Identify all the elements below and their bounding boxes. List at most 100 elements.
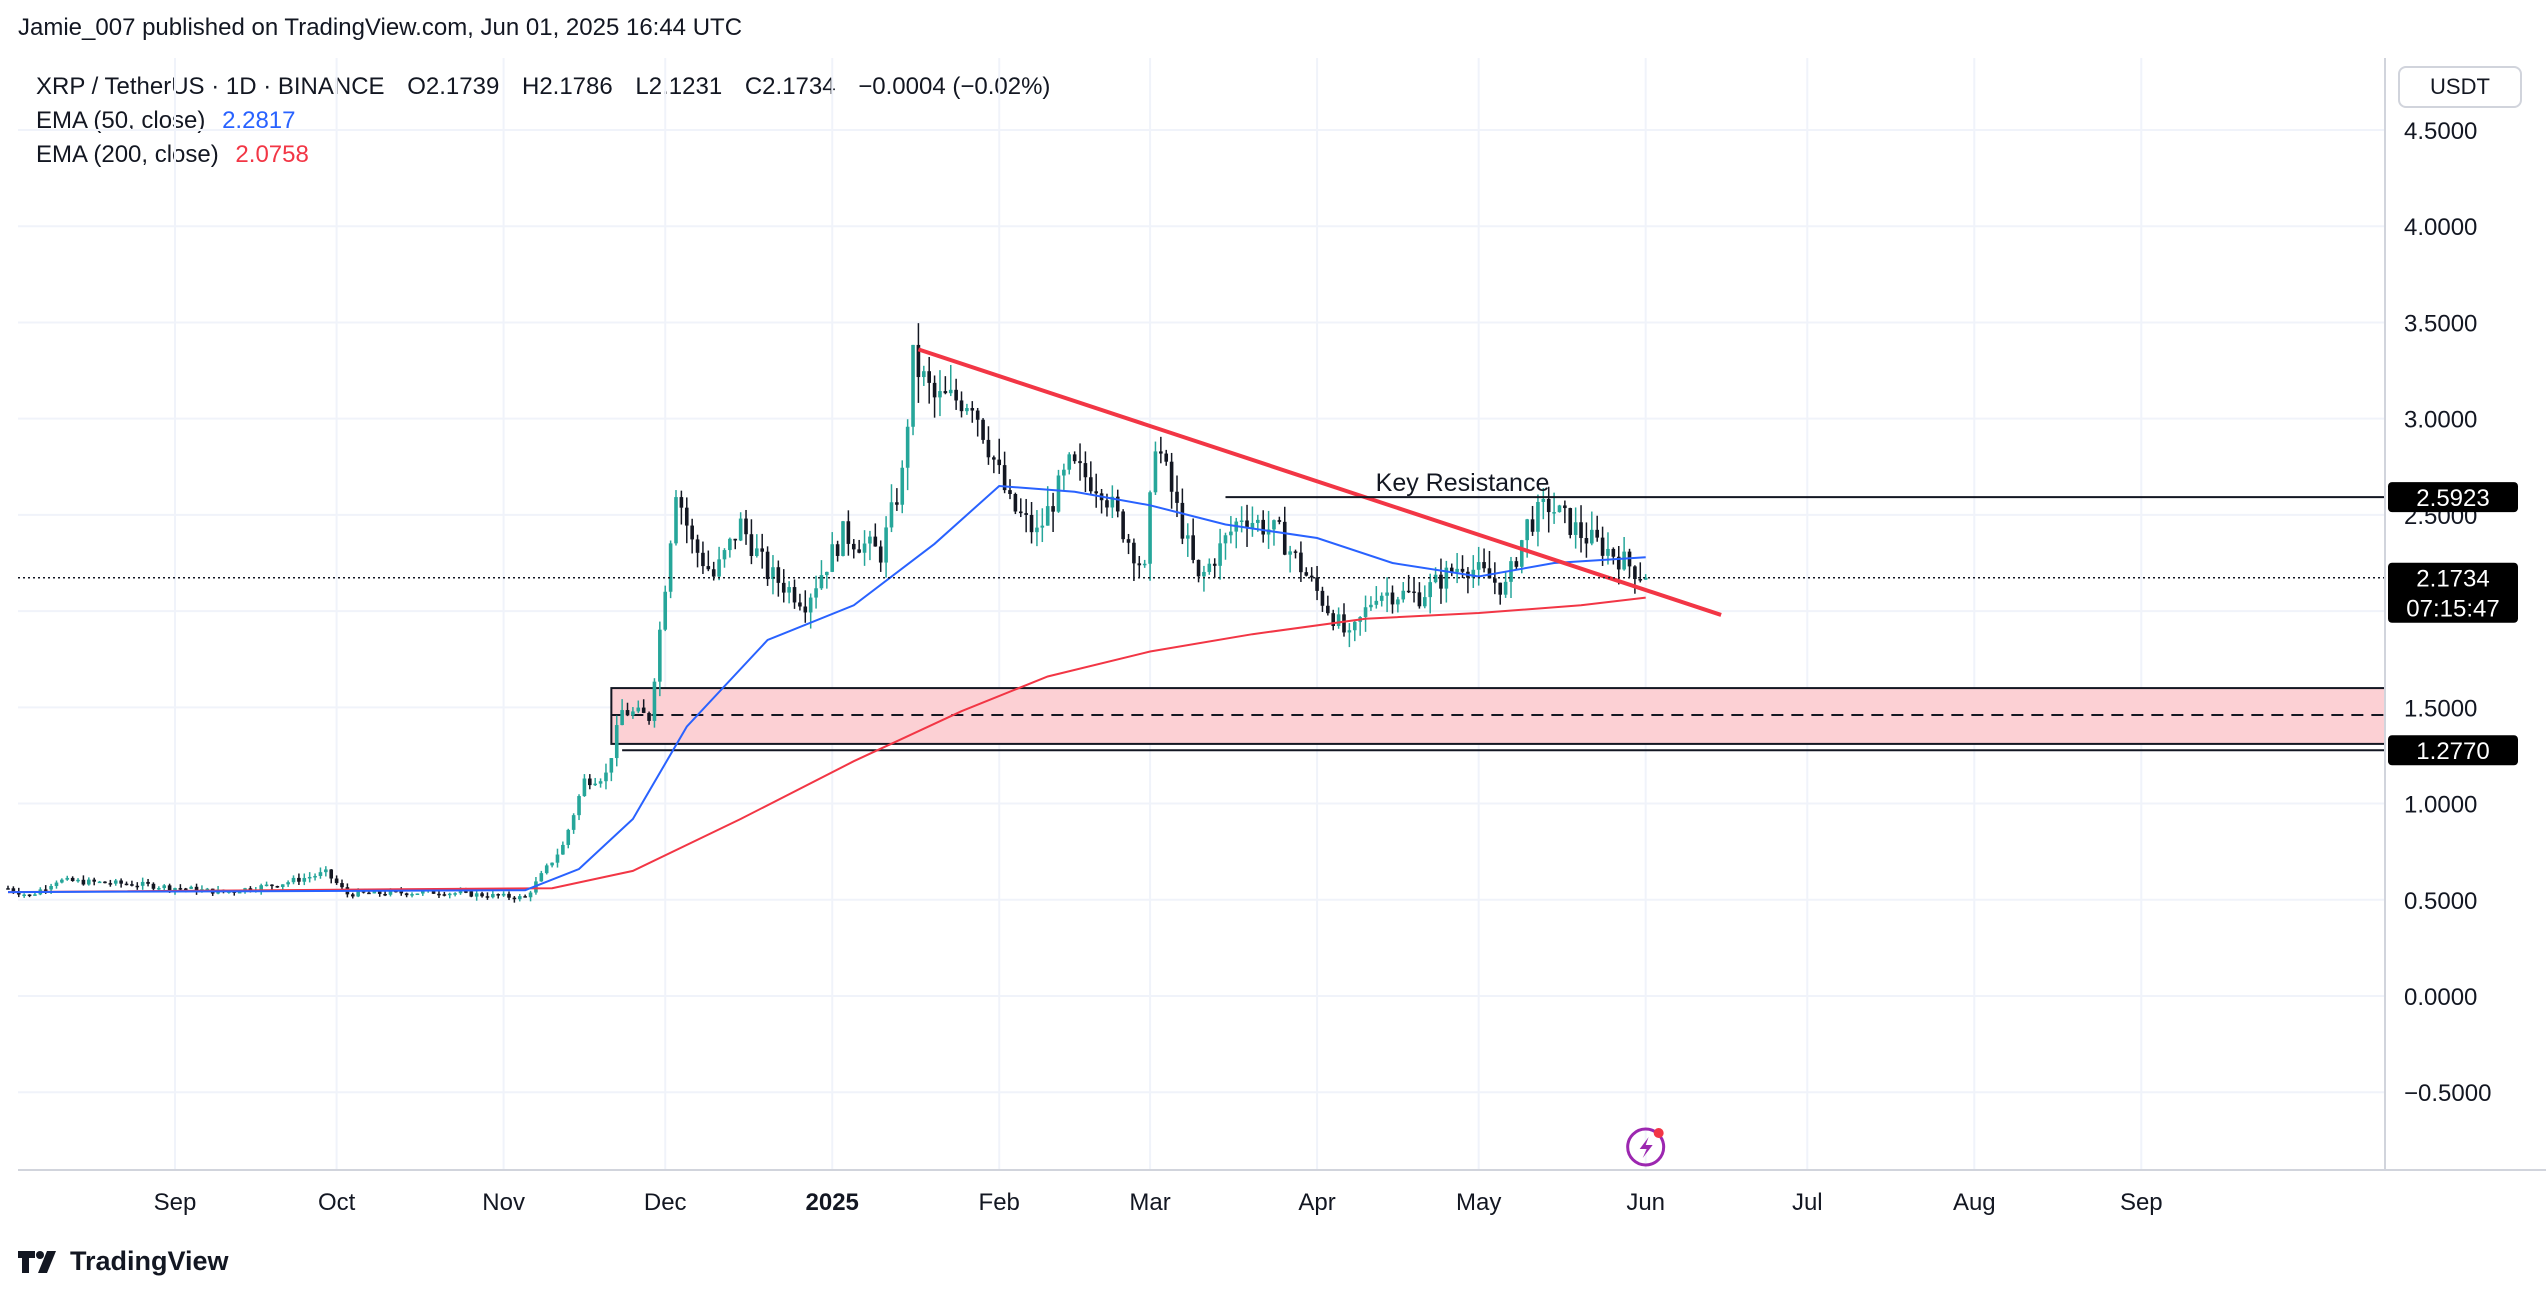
candle-body bbox=[550, 863, 554, 866]
candle-body bbox=[518, 896, 522, 899]
y-tick-label: 1.5000 bbox=[2404, 695, 2477, 722]
candle-body bbox=[448, 894, 452, 896]
candle-body bbox=[157, 888, 161, 890]
candle-body bbox=[491, 894, 495, 897]
candle-body bbox=[884, 527, 888, 562]
candle-body bbox=[944, 391, 948, 393]
x-tick-label: Aug bbox=[1953, 1189, 1996, 1216]
candle-body bbox=[1035, 528, 1039, 533]
candle-body bbox=[1391, 593, 1395, 605]
price-chart[interactable]: Key Resistance 4.50004.00003.50003.00002… bbox=[0, 0, 2546, 1298]
candle-body bbox=[1197, 560, 1201, 576]
candle-body bbox=[281, 884, 285, 887]
candle-body bbox=[1380, 596, 1384, 601]
candle-body bbox=[265, 885, 269, 887]
candle-body bbox=[92, 880, 96, 882]
candle-body bbox=[566, 830, 570, 845]
candle-body bbox=[1213, 564, 1217, 566]
candle-body bbox=[707, 566, 711, 569]
candle-body bbox=[970, 408, 974, 411]
candle-body bbox=[1008, 490, 1012, 494]
candle-body bbox=[879, 546, 883, 562]
candle-body bbox=[1579, 522, 1583, 538]
candle-body bbox=[1504, 582, 1508, 595]
candle-body bbox=[647, 713, 651, 721]
candle-body bbox=[1283, 522, 1287, 555]
candle-body bbox=[1482, 562, 1486, 568]
candle-body bbox=[717, 559, 721, 576]
candle-body bbox=[469, 891, 473, 896]
x-tick-label: Jul bbox=[1792, 1189, 1823, 1216]
candle-body bbox=[1294, 551, 1298, 553]
y-tick-label: 4.5000 bbox=[2404, 118, 2477, 145]
candle-body bbox=[410, 894, 414, 896]
candle-body bbox=[1638, 579, 1642, 581]
key-resistance-label: Key Resistance bbox=[1376, 469, 1550, 497]
candle-body bbox=[292, 878, 296, 882]
candle-body bbox=[475, 893, 479, 896]
candle-body bbox=[146, 882, 150, 884]
x-tick-label: Sep bbox=[154, 1189, 197, 1216]
y-tick-label: 0.5000 bbox=[2404, 888, 2477, 915]
candle-body bbox=[1051, 506, 1055, 512]
candle-body bbox=[766, 552, 770, 579]
candle-body bbox=[313, 876, 317, 878]
candle-body bbox=[690, 526, 694, 540]
candle-body bbox=[820, 575, 824, 588]
candle-body bbox=[141, 882, 145, 886]
candle-body bbox=[1585, 538, 1589, 543]
candle-body bbox=[911, 345, 915, 427]
candle-body bbox=[1515, 561, 1519, 567]
tradingview-branding[interactable]: TradingView bbox=[18, 1246, 229, 1277]
candle-body bbox=[152, 884, 156, 889]
candle-body bbox=[464, 891, 468, 893]
candle-body bbox=[308, 877, 312, 879]
candle-body bbox=[1606, 549, 1610, 556]
candle-body bbox=[674, 497, 678, 543]
candle-body bbox=[1041, 526, 1045, 528]
candle-body bbox=[179, 888, 183, 890]
candle-body bbox=[324, 869, 328, 872]
x-tick-label: Oct bbox=[318, 1189, 356, 1216]
candle-body bbox=[1401, 591, 1405, 600]
candle-body bbox=[658, 630, 662, 682]
candle-body bbox=[1121, 511, 1125, 539]
candle-body bbox=[513, 898, 517, 900]
candle-body bbox=[954, 390, 958, 401]
candle-body bbox=[900, 468, 904, 505]
candle-body bbox=[329, 869, 333, 878]
candle-body bbox=[750, 534, 754, 556]
candle-body bbox=[76, 880, 80, 882]
candle-body bbox=[1412, 592, 1416, 594]
candle-body bbox=[130, 884, 134, 886]
candle-body bbox=[615, 725, 619, 758]
candle-body bbox=[270, 885, 274, 887]
candle-body bbox=[1191, 535, 1195, 560]
candle-body bbox=[351, 894, 355, 896]
candle-body bbox=[1315, 577, 1319, 590]
candle-body bbox=[340, 883, 344, 887]
chart-axes: 4.50004.00003.50003.00002.50002.00001.50… bbox=[18, 58, 2546, 1216]
y-tick-label: 3.0000 bbox=[2404, 407, 2477, 434]
candle-body bbox=[1057, 476, 1061, 512]
candle-body bbox=[1428, 582, 1432, 597]
candle-body bbox=[653, 682, 657, 721]
candle-body bbox=[890, 502, 894, 527]
candle-body bbox=[297, 878, 301, 882]
candle-body bbox=[1568, 508, 1572, 535]
candle-body bbox=[798, 602, 802, 606]
candle-body bbox=[1574, 522, 1578, 535]
x-tick-label: Mar bbox=[1129, 1189, 1170, 1216]
chart-grid bbox=[18, 58, 2385, 1170]
candle-body bbox=[739, 519, 743, 541]
candle-body bbox=[1563, 505, 1567, 508]
candle-body bbox=[302, 878, 306, 882]
candle-body bbox=[696, 539, 700, 552]
candle-body bbox=[938, 391, 942, 397]
candle-body bbox=[680, 497, 684, 508]
candle-body bbox=[1137, 563, 1141, 565]
candle-body bbox=[82, 880, 86, 885]
candle-body bbox=[965, 408, 969, 411]
candle-body bbox=[1304, 572, 1308, 575]
candle-body bbox=[1094, 491, 1098, 493]
